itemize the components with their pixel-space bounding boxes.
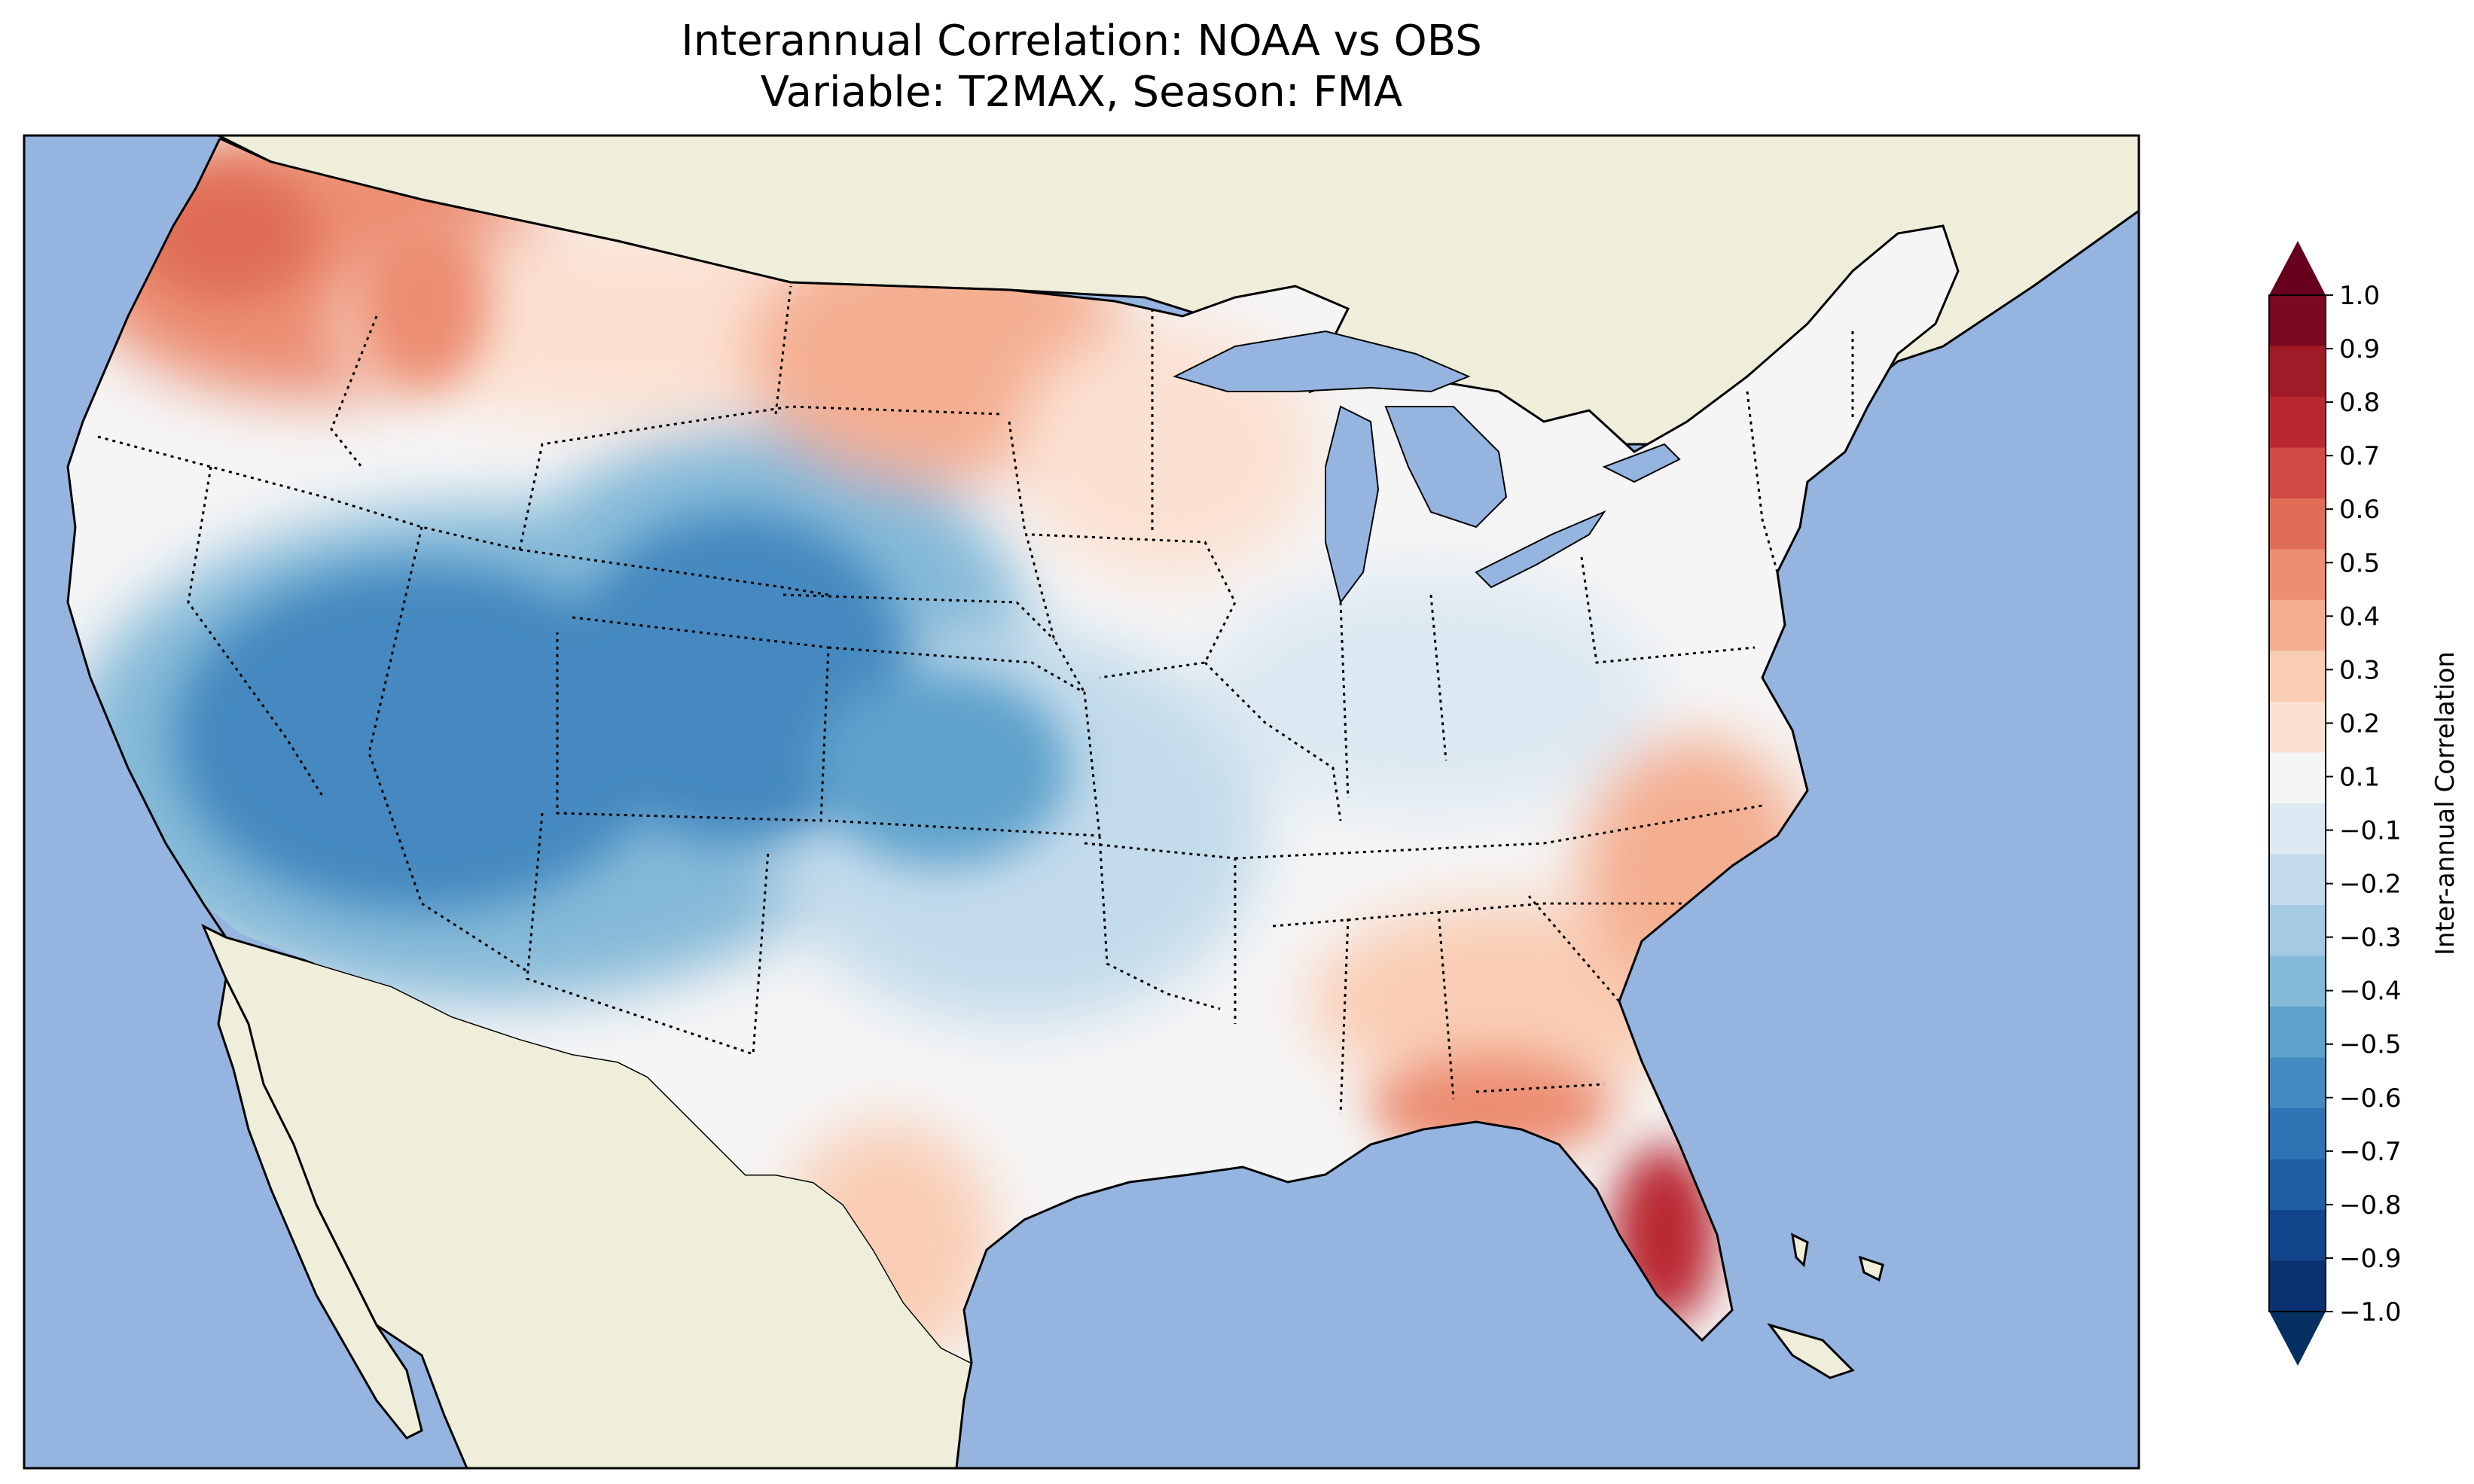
colorbar-tick-label: −0.2 [2339, 870, 2402, 900]
great-lakes [1173, 330, 1681, 605]
state-line [368, 526, 528, 973]
colorbar-tick-label: −0.1 [2339, 816, 2402, 846]
colorbar-tick-label: 0.5 [2339, 548, 2380, 578]
colorbar-band [2269, 752, 2326, 804]
colorbar-ticks: 1.0 0.9 0.8 0.7 0.6 0.5 0.4 0.3 0.2 0.1 −0.1 −0.2 −0… [2326, 281, 2402, 1327]
colorbar-tick-label: 1.0 [2339, 281, 2380, 311]
chart-title: Interannual Correlation: NOAA vs OBS [681, 17, 1482, 66]
field-west-core [173, 565, 670, 911]
colorbar-label: Inter-annual Correlation [2430, 651, 2460, 955]
colorbar-band [2269, 1159, 2326, 1211]
colorbar-tick-label: 0.8 [2339, 388, 2380, 418]
state-line [526, 812, 770, 1056]
colorbar-tick-label: −0.4 [2339, 977, 2402, 1007]
colorbar-tick-label: 0.1 [2339, 762, 2380, 792]
colorbar-tick-label: 0.6 [2339, 495, 2380, 525]
colorbar-band [2269, 803, 2326, 855]
state-line [97, 435, 829, 596]
colorbar-band [2269, 397, 2326, 448]
lake-erie [1475, 510, 1606, 589]
colorbar-tick-label: 0.3 [2339, 655, 2380, 685]
colorbar-band [2269, 651, 2326, 702]
state-line [782, 593, 1056, 641]
colorbar-band [2269, 1007, 2326, 1058]
state-line [828, 646, 1101, 837]
field-idaho-core [354, 211, 490, 392]
colorbar-tick-label: 0.2 [2339, 708, 2380, 739]
state-line [1008, 421, 1086, 693]
baja-land [217, 975, 423, 1440]
colorbar-band [2269, 600, 2326, 651]
bahamas-island [1858, 1255, 1884, 1282]
state-line [1746, 391, 1779, 573]
colorbar-band [2269, 549, 2326, 601]
state-line [774, 285, 792, 415]
map-frame [23, 134, 2140, 1470]
state-line [1429, 594, 1447, 761]
field-kansas-core [813, 670, 1069, 866]
colorbar-band [2269, 498, 2326, 550]
colorbar-tick-label: 0.4 [2339, 602, 2380, 632]
colorbar-band [2269, 1057, 2326, 1109]
state-line [1475, 1083, 1605, 1093]
state-line [1527, 895, 1621, 1002]
colorbar-band [2269, 295, 2326, 346]
colorbar-tick-label: 0.7 [2339, 441, 2380, 471]
colorbar-tick-label: −0.3 [2339, 923, 2402, 953]
colorbar-lower-extension [2269, 1312, 2326, 1366]
colorbar-frame [2268, 294, 2326, 1312]
state-line [187, 466, 325, 799]
colorbar-tick-label: −0.5 [2339, 1030, 2402, 1060]
lake-michigan [1325, 405, 1380, 605]
colorbar-upper-extension [2269, 241, 2326, 295]
state-borders [97, 285, 1854, 1115]
colorbar-bands [2269, 295, 2326, 1312]
colorbar-band [2269, 346, 2326, 398]
field-ohio-lightblue [1205, 572, 1657, 813]
state-line [1234, 804, 1763, 860]
colorbar-tick-label: −0.8 [2339, 1190, 2402, 1220]
colorbar-tick-label: −1.0 [2339, 1297, 2402, 1327]
state-line [1031, 533, 1237, 679]
colorbar-tick-label: −0.9 [2339, 1244, 2402, 1274]
state-line [1339, 602, 1350, 799]
colorbar-band [2269, 955, 2326, 1007]
colorbar-band [2269, 1210, 2326, 1261]
state-line [1580, 556, 1756, 664]
caribbean-islands [1767, 1233, 1884, 1379]
lake-huron [1384, 406, 1508, 529]
state-line [556, 616, 830, 822]
chart-subtitle: Variable: T2MAX, Season: FMA [760, 68, 1403, 117]
state-line [1437, 910, 1455, 1100]
state-line [518, 405, 1002, 550]
colorbar-band [2269, 854, 2326, 906]
field-southeast-red [1310, 904, 1702, 1099]
cuba [1767, 1323, 1855, 1379]
bahamas-island [1791, 1233, 1809, 1268]
colorbar-tick-label: −0.7 [2339, 1137, 2402, 1167]
colorbar-band [2269, 447, 2326, 499]
colorbar-tick-label: 0.9 [2339, 334, 2380, 364]
us-west-coast [66, 138, 227, 938]
state-line [1339, 918, 1350, 1115]
colorbar-tick-label: −0.6 [2339, 1083, 2402, 1114]
colorbar-band [2269, 1260, 2326, 1312]
state-line [1272, 902, 1695, 928]
colorbar-band [2269, 905, 2326, 956]
lake-ontario [1602, 443, 1681, 483]
colorbar-band [2269, 702, 2326, 753]
lake-superior [1173, 330, 1471, 393]
state-line [330, 315, 378, 468]
colorbar-band [2269, 1108, 2326, 1159]
